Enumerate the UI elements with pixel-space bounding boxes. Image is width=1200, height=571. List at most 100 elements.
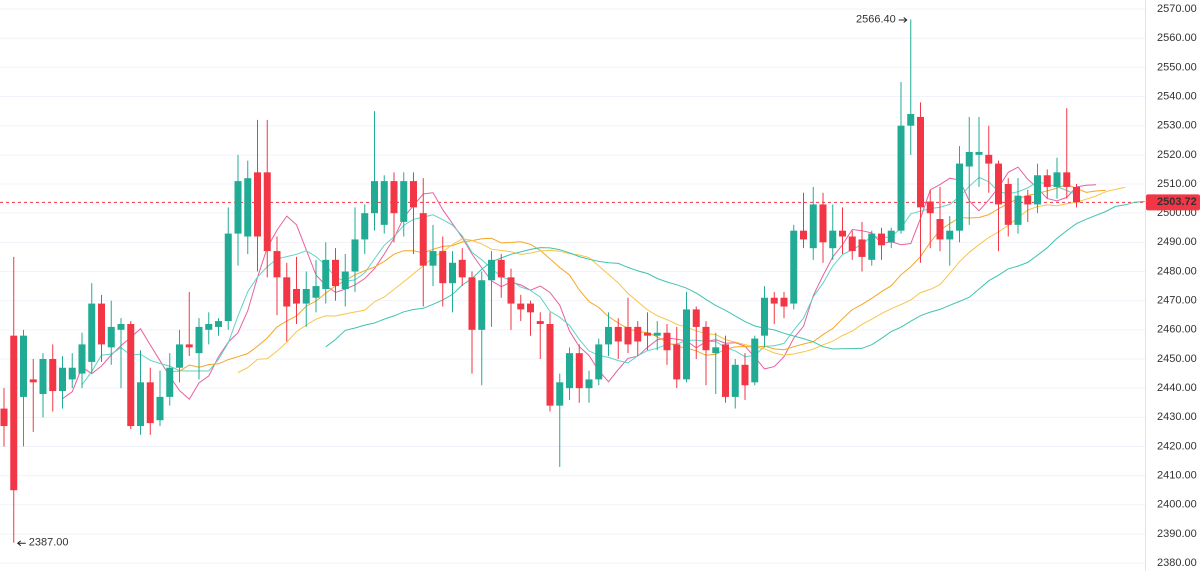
candle-body [244,178,252,237]
candle-body [1004,184,1012,225]
candle-body [917,116,924,208]
candle-body [419,213,427,266]
candle-body [1014,195,1022,225]
y-tick-label: 2530.00 [1157,120,1197,132]
candle-body [546,323,554,406]
candle-body [770,297,778,304]
y-tick-label: 2380.00 [1157,557,1197,569]
candle-body [673,344,681,380]
y-tick-label: 2460.00 [1157,324,1197,336]
candle-body [722,344,729,397]
candle-body [341,271,349,289]
candle-body [780,297,788,307]
annotations: 2566.40 2387.00 [16,13,908,549]
candle-body [692,309,700,327]
candle-body [49,358,57,392]
candle-body [839,230,846,237]
y-tick-label: 2470.00 [1157,295,1197,307]
high-label: 2566.40 [856,13,896,25]
candle-body [936,219,944,240]
candle-body [234,181,242,234]
candle-body [458,259,466,278]
candle-body [429,251,437,266]
candle-body [146,382,154,424]
candle-body [10,335,18,491]
candle-body [790,230,798,304]
y-tick-label: 2420.00 [1157,440,1197,452]
candle-body [98,303,105,345]
y-tick-label: 2450.00 [1157,353,1197,365]
candle-body [332,259,339,287]
candle-body [351,239,359,272]
candle-body [868,233,876,260]
candle-body [536,321,544,324]
candle-body [751,338,759,383]
y-tick-label: 2400.00 [1157,499,1197,511]
candle-body [439,251,447,284]
candle-body [156,396,164,421]
annotation-arrow [16,540,26,547]
candle-body [488,259,495,281]
candle-body [361,213,369,240]
candle-body [517,303,525,310]
candle-body [829,230,837,249]
candle-body [956,163,963,231]
candle-body [800,230,807,240]
candle-body [371,181,378,214]
candle-body [1043,175,1051,187]
y-tick-label: 2550.00 [1157,61,1197,73]
candle-body [59,367,66,392]
candles [0,19,1080,543]
candle-body [0,408,8,427]
candle-body [1034,175,1041,205]
candle-body [107,326,115,348]
candle-body [293,288,300,304]
candle-body [1073,186,1080,203]
candle-body [712,347,720,354]
y-tick-label: 2430.00 [1157,411,1197,423]
candle-body [302,288,310,304]
y-tick-label: 2510.00 [1157,178,1197,190]
y-tick-label: 2410.00 [1157,470,1197,482]
candle-body [78,344,86,374]
candle-body [254,172,261,237]
candle-body [185,344,193,348]
candle-body [605,326,612,345]
candle-body [887,230,895,243]
candle-body [907,114,915,126]
candle-body [410,181,417,208]
candle-body [595,344,603,380]
candle-body [380,181,388,225]
candle-body [1053,172,1061,187]
moving-average [237,186,1126,373]
candle-body [556,382,564,406]
y-tick-label: 2560.00 [1157,32,1197,44]
moving-average [81,176,1077,386]
candle-body [39,358,47,394]
candle-body [1063,172,1071,187]
candle-body [683,309,690,380]
candle-body [322,259,330,289]
y-tick-label: 2480.00 [1157,265,1197,277]
candle-body [176,344,183,368]
candle-body [644,332,651,336]
y-tick-label: 2440.00 [1157,382,1197,394]
grid [0,8,1145,564]
candle-body [400,181,408,222]
candle-body [975,151,983,155]
candle-body [263,172,271,252]
candle-body [731,364,739,397]
candle-body [29,379,37,383]
candle-body [312,286,320,298]
candle-body [468,277,476,330]
candle-body [897,125,905,231]
candle-body [1024,195,1032,205]
y-tick-label: 2570.00 [1157,3,1197,15]
candle-body [224,233,232,322]
candle-body [283,277,291,307]
price-label: 2503.72 [1157,196,1197,208]
candle-body [215,321,222,327]
candle-body [127,323,135,427]
